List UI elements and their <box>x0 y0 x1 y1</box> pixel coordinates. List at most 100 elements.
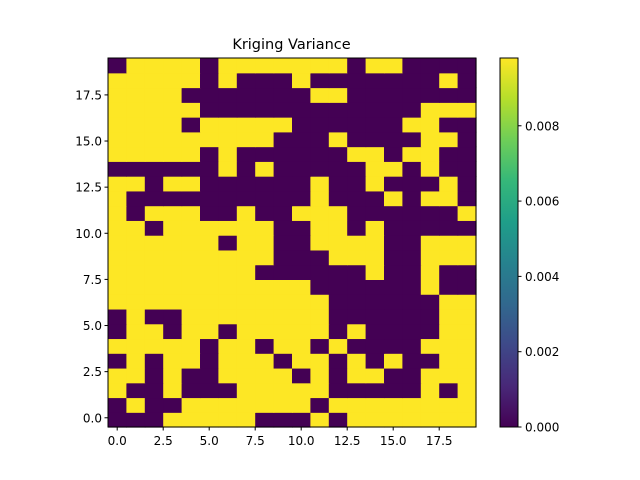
heatmap-cell <box>310 338 330 354</box>
heatmap-cell <box>236 323 256 340</box>
heatmap-cell <box>273 382 293 399</box>
heatmap-cell <box>236 176 256 192</box>
heatmap-cell <box>273 190 293 207</box>
heatmap-cell <box>310 412 330 428</box>
heatmap-cell <box>218 146 238 162</box>
heatmap-cell <box>200 161 219 177</box>
heatmap-cell <box>347 412 367 428</box>
heatmap-cell <box>384 323 403 340</box>
x-tick-label: 0.0 <box>108 434 127 448</box>
heatmap-cell <box>236 367 256 384</box>
heatmap-cell <box>144 205 164 221</box>
heatmap-cell <box>163 131 183 148</box>
heatmap-cell <box>365 323 385 340</box>
heatmap-cell <box>163 102 183 118</box>
heatmap-cell <box>347 146 367 162</box>
heatmap-cell <box>218 323 238 340</box>
x-tick-label: 2.5 <box>154 434 173 448</box>
x-tick-label: 12.5 <box>334 434 361 448</box>
heatmap-cell <box>181 205 201 221</box>
heatmap-cell <box>420 353 440 369</box>
chart-title: Kriging Variance <box>232 37 350 53</box>
heatmap-cell <box>181 367 201 384</box>
heatmap-cell <box>236 220 256 236</box>
y-tick-label: 15.0 <box>75 135 102 149</box>
heatmap-cell <box>218 176 238 192</box>
heatmap-cell <box>439 279 459 295</box>
heatmap-cell <box>347 102 367 118</box>
heatmap-cell <box>402 87 422 103</box>
heatmap-cell <box>255 117 275 133</box>
heatmap-cell <box>384 294 403 310</box>
heatmap-cell <box>310 367 330 384</box>
heatmap-cell <box>347 131 367 148</box>
heatmap-cell <box>328 338 348 354</box>
heatmap-cell <box>163 367 183 384</box>
heatmap-cell <box>200 176 219 192</box>
heatmap-cell <box>273 131 293 148</box>
heatmap-cell <box>218 72 238 89</box>
heatmap-cell <box>347 235 367 251</box>
heatmap-cell <box>144 308 164 325</box>
heatmap-cell <box>181 279 201 295</box>
heatmap-cell <box>200 117 219 133</box>
heatmap-cell <box>402 131 422 148</box>
heatmap-cell <box>126 367 146 384</box>
heatmap-cell <box>347 220 367 236</box>
heatmap-cell <box>347 58 367 74</box>
heatmap-cell <box>457 367 477 384</box>
heatmap-cell <box>292 87 311 103</box>
heatmap-cell <box>365 264 385 280</box>
heatmap-cell <box>402 294 422 310</box>
heatmap-cell <box>365 308 385 325</box>
heatmap-cell <box>384 146 403 162</box>
heatmap-cell <box>384 308 403 325</box>
heatmap-cell <box>439 161 459 177</box>
heatmap-cell <box>273 249 293 266</box>
x-tick-label: 10.0 <box>288 434 315 448</box>
heatmap-cell <box>420 220 440 236</box>
heatmap-cell <box>457 323 477 340</box>
heatmap-cell <box>439 353 459 369</box>
heatmap-cell <box>439 323 459 340</box>
heatmap-cell <box>255 382 275 399</box>
heatmap-cell <box>218 338 238 354</box>
heatmap-cells <box>108 58 477 428</box>
heatmap-cell <box>384 87 403 103</box>
heatmap-cell <box>108 87 127 103</box>
heatmap-cell <box>144 220 164 236</box>
heatmap-cell <box>292 397 311 413</box>
heatmap-cell <box>402 102 422 118</box>
heatmap-cell <box>126 190 146 207</box>
heatmap-cell <box>310 235 330 251</box>
heatmap-cell <box>218 58 238 74</box>
heatmap-cell <box>200 72 219 89</box>
heatmap-cell <box>181 264 201 280</box>
heatmap-cell <box>292 367 311 384</box>
heatmap-cell <box>218 382 238 399</box>
heatmap-cell <box>439 87 459 103</box>
heatmap-cell <box>200 397 219 413</box>
heatmap-cell <box>310 176 330 192</box>
heatmap-cell <box>144 176 164 192</box>
heatmap-cell <box>310 220 330 236</box>
heatmap-cell <box>163 205 183 221</box>
heatmap-cell <box>108 176 127 192</box>
heatmap-cell <box>200 58 219 74</box>
heatmap-cell <box>163 72 183 89</box>
heatmap-cell <box>255 161 275 177</box>
heatmap-cell <box>420 397 440 413</box>
heatmap-cell <box>365 353 385 369</box>
heatmap-cell <box>439 397 459 413</box>
heatmap-cell <box>384 279 403 295</box>
heatmap-cell <box>457 235 477 251</box>
heatmap-cell <box>218 190 238 207</box>
heatmap-cell <box>310 249 330 266</box>
heatmap-cell <box>181 353 201 369</box>
heatmap-cell <box>292 264 311 280</box>
heatmap-cell <box>236 146 256 162</box>
heatmap-cell <box>365 58 385 74</box>
heatmap-cell <box>292 146 311 162</box>
colorbar-tick-label: 0.008 <box>525 119 559 133</box>
